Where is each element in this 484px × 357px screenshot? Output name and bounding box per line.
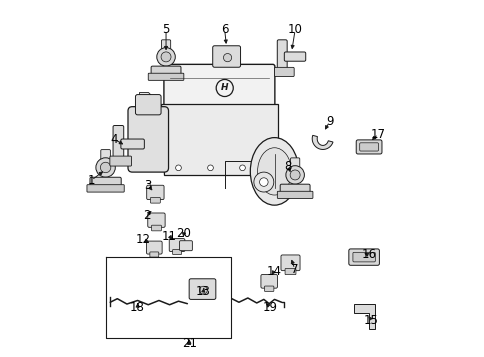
Text: 7: 7 [290, 263, 298, 276]
Text: 19: 19 [262, 301, 277, 314]
Circle shape [253, 172, 273, 192]
FancyBboxPatch shape [146, 241, 162, 254]
Circle shape [175, 165, 181, 171]
Text: 21: 21 [182, 337, 196, 350]
Text: 1: 1 [88, 174, 95, 187]
Text: 9: 9 [325, 115, 333, 128]
FancyBboxPatch shape [113, 126, 123, 160]
Text: 2: 2 [142, 209, 150, 222]
Text: 12: 12 [135, 233, 150, 246]
Text: 18: 18 [130, 301, 145, 314]
FancyBboxPatch shape [151, 225, 161, 231]
FancyBboxPatch shape [148, 73, 183, 80]
FancyBboxPatch shape [355, 140, 381, 154]
Polygon shape [139, 113, 160, 126]
FancyBboxPatch shape [121, 139, 144, 149]
Text: 13: 13 [196, 285, 211, 298]
FancyBboxPatch shape [150, 252, 158, 257]
FancyBboxPatch shape [151, 66, 181, 79]
Ellipse shape [199, 286, 207, 294]
Circle shape [239, 165, 245, 171]
FancyBboxPatch shape [161, 40, 170, 51]
Text: 5: 5 [162, 23, 169, 36]
FancyBboxPatch shape [290, 158, 299, 169]
FancyBboxPatch shape [172, 250, 181, 255]
FancyBboxPatch shape [150, 197, 160, 203]
Text: 14: 14 [266, 265, 281, 278]
FancyBboxPatch shape [264, 286, 273, 291]
FancyBboxPatch shape [101, 150, 110, 161]
Text: 6: 6 [221, 23, 228, 36]
FancyBboxPatch shape [90, 177, 121, 191]
FancyBboxPatch shape [285, 268, 295, 275]
Ellipse shape [257, 148, 291, 195]
FancyBboxPatch shape [274, 67, 294, 76]
FancyBboxPatch shape [179, 241, 192, 251]
FancyBboxPatch shape [135, 95, 161, 115]
Ellipse shape [96, 158, 115, 177]
Text: 16: 16 [361, 248, 376, 261]
FancyBboxPatch shape [280, 184, 309, 197]
Ellipse shape [223, 54, 231, 62]
FancyBboxPatch shape [148, 213, 165, 227]
Polygon shape [139, 154, 160, 167]
Ellipse shape [156, 47, 175, 66]
Circle shape [207, 165, 213, 171]
FancyBboxPatch shape [87, 185, 124, 192]
Ellipse shape [289, 170, 300, 180]
Ellipse shape [250, 137, 298, 205]
FancyBboxPatch shape [277, 191, 312, 198]
Text: 17: 17 [370, 127, 385, 141]
Polygon shape [312, 135, 333, 150]
Polygon shape [160, 104, 277, 175]
Circle shape [259, 178, 268, 186]
Text: 15: 15 [363, 313, 378, 327]
Polygon shape [139, 92, 160, 105]
FancyBboxPatch shape [352, 252, 375, 262]
Polygon shape [139, 134, 160, 146]
Polygon shape [353, 305, 374, 329]
Text: 10: 10 [287, 23, 302, 36]
FancyBboxPatch shape [212, 46, 240, 67]
FancyBboxPatch shape [146, 185, 164, 200]
Ellipse shape [100, 162, 110, 173]
Text: H: H [221, 84, 228, 92]
FancyBboxPatch shape [284, 52, 305, 61]
FancyBboxPatch shape [280, 255, 300, 271]
FancyBboxPatch shape [169, 238, 184, 252]
FancyBboxPatch shape [128, 107, 168, 172]
Text: 4: 4 [110, 133, 118, 146]
Text: 8: 8 [284, 160, 291, 172]
FancyBboxPatch shape [348, 249, 378, 265]
FancyBboxPatch shape [359, 143, 378, 151]
Text: 11: 11 [162, 230, 177, 243]
FancyBboxPatch shape [260, 275, 277, 288]
FancyBboxPatch shape [164, 64, 274, 108]
FancyBboxPatch shape [189, 279, 215, 300]
Ellipse shape [161, 52, 171, 62]
Ellipse shape [285, 166, 304, 184]
Circle shape [216, 80, 233, 96]
FancyBboxPatch shape [277, 40, 287, 71]
Text: 3: 3 [144, 179, 151, 192]
FancyBboxPatch shape [110, 156, 131, 166]
Text: 20: 20 [176, 227, 191, 240]
